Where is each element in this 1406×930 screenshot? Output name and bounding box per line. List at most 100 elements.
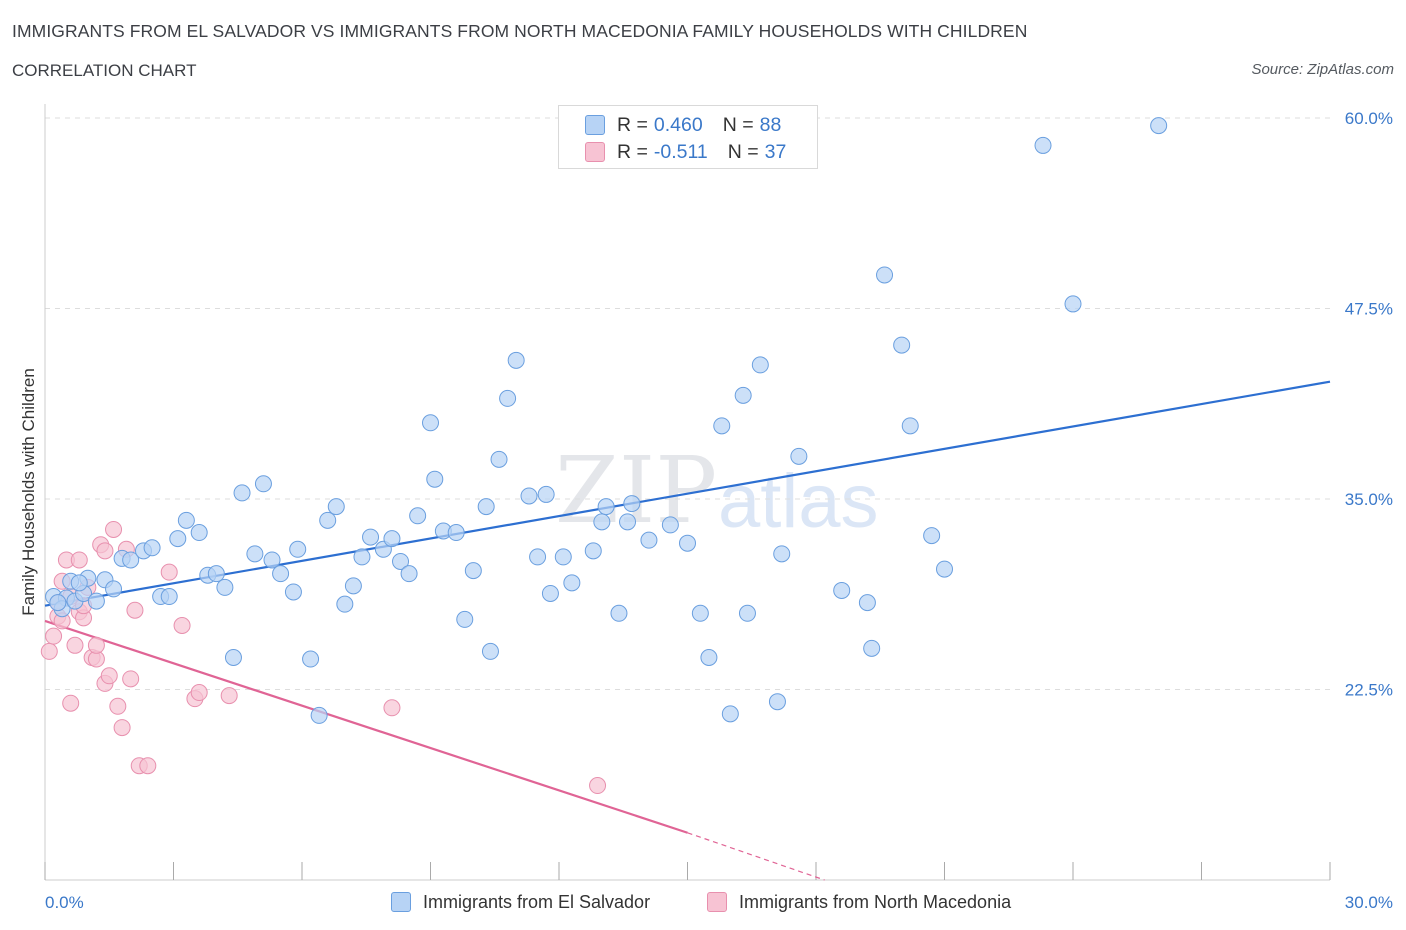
point-el-salvador [284, 583, 302, 601]
point-el-salvador [456, 610, 474, 628]
point-el-salvador [923, 527, 941, 545]
y-tick-label: 22.5% [1345, 681, 1393, 700]
point-el-salvador [610, 604, 628, 622]
source-label: Source: ZipAtlas.com [1251, 61, 1394, 78]
point-north-macedonia [66, 636, 84, 654]
point-el-salvador [768, 693, 786, 711]
point-el-salvador [392, 552, 410, 570]
watermark-atlas: atlas [718, 459, 879, 544]
x-tick-label-min: 0.0% [45, 893, 84, 912]
point-el-salvador [190, 524, 208, 542]
point-north-macedonia [122, 670, 140, 688]
trend-lines [44, 380, 1331, 881]
legend-row-north-macedonia: R = -0.511 N = 37 [585, 140, 786, 164]
point-el-salvador [833, 581, 851, 599]
bottom-legend-swatch-blue [391, 892, 411, 912]
point-el-salvador [87, 592, 105, 610]
point-el-salvador [233, 484, 251, 502]
point-el-salvador [477, 498, 495, 516]
point-north-macedonia [160, 563, 178, 581]
point-north-macedonia [109, 697, 127, 715]
point-el-salvador [721, 705, 739, 723]
legend-n-label: N = [727, 140, 759, 163]
point-el-salvador [383, 530, 401, 548]
bottom-legend-swatch-pink [707, 892, 727, 912]
bottom-legend-label: Immigrants from North Macedonia [739, 891, 1012, 912]
point-el-salvador [936, 560, 953, 578]
point-el-salvador [563, 574, 581, 592]
point-el-salvador [738, 604, 756, 622]
point-el-salvador [529, 548, 547, 566]
point-el-salvador [858, 594, 876, 612]
y-axis-tick-labels: 22.5% 35.0% 47.5% 60.0% [1345, 109, 1393, 700]
trend-line-el-salvador [44, 380, 1331, 607]
point-el-salvador [751, 356, 769, 374]
point-el-salvador [734, 386, 752, 404]
point-el-salvador [481, 642, 499, 660]
bottom-legend-north-macedonia: Immigrants from North Macedonia [707, 889, 1011, 915]
point-el-salvador [713, 417, 731, 435]
legend-swatch-pink [585, 142, 605, 162]
point-el-salvador [177, 511, 195, 529]
point-el-salvador [246, 545, 264, 563]
point-north-macedonia [70, 551, 88, 569]
watermark-zip: ZIP [555, 437, 717, 544]
bottom-legend-el-salvador: Immigrants from El Salvador [391, 889, 650, 915]
point-el-salvador [49, 594, 67, 612]
point-el-salvador [1064, 295, 1082, 313]
point-el-salvador [700, 648, 718, 666]
point-el-salvador [310, 706, 328, 724]
point-el-salvador [901, 417, 919, 435]
point-el-salvador [640, 531, 658, 549]
point-el-salvador [537, 485, 555, 503]
point-north-macedonia [589, 777, 607, 795]
point-el-salvador [691, 604, 709, 622]
point-el-salvador [70, 574, 88, 592]
point-el-salvador [122, 551, 140, 569]
point-el-salvador [302, 650, 320, 668]
legend-row-el-salvador: R = 0.460 N = 88 [585, 113, 781, 137]
point-el-salvador [863, 639, 881, 657]
point-el-salvador [499, 389, 517, 407]
legend-n-label: N = [722, 113, 754, 136]
point-el-salvador [593, 513, 611, 531]
point-el-salvador [254, 475, 272, 493]
point-el-salvador [426, 470, 444, 488]
point-el-salvador [1150, 117, 1168, 135]
point-el-salvador [790, 447, 808, 465]
point-el-salvador [169, 530, 187, 548]
point-el-salvador [319, 511, 337, 529]
point-el-salvador [400, 565, 418, 583]
point-north-macedonia [139, 757, 157, 775]
point-north-macedonia [383, 699, 401, 717]
chart-title: IMMIGRANTS FROM EL SALVADOR VS IMMIGRANT… [12, 21, 1028, 41]
point-north-macedonia [96, 542, 114, 560]
point-el-salvador [362, 528, 380, 546]
y-tick-label: 47.5% [1345, 300, 1393, 319]
legend-r-label: R = [617, 140, 648, 163]
point-el-salvador [327, 498, 345, 516]
point-el-salvador [263, 551, 281, 569]
point-el-salvador [336, 595, 354, 613]
chart-subtitle: CORRELATION CHART [12, 61, 197, 80]
point-el-salvador [160, 588, 178, 606]
point-north-macedonia [62, 694, 80, 712]
y-tick-label: 60.0% [1345, 109, 1393, 128]
y-tick-label: 35.0% [1345, 490, 1393, 509]
trend-line-north-macedonia [44, 619, 688, 834]
point-north-macedonia [45, 627, 63, 645]
bottom-legend-label: Immigrants from El Salvador [423, 891, 651, 912]
x-axis-tick-labels: 0.0% 30.0% [45, 893, 1393, 912]
legend-n-value: 37 [764, 140, 787, 163]
point-north-macedonia [113, 719, 131, 737]
legend-swatch-blue [585, 115, 605, 135]
point-north-macedonia [220, 687, 238, 705]
legend-n-value: 88 [759, 113, 782, 136]
point-el-salvador [584, 542, 602, 560]
point-el-salvador [143, 539, 161, 557]
point-north-macedonia [40, 642, 58, 660]
legend-r-value: -0.511 [653, 140, 708, 163]
point-el-salvador [597, 498, 615, 516]
point-el-salvador [409, 507, 427, 525]
point-el-salvador [272, 565, 290, 583]
